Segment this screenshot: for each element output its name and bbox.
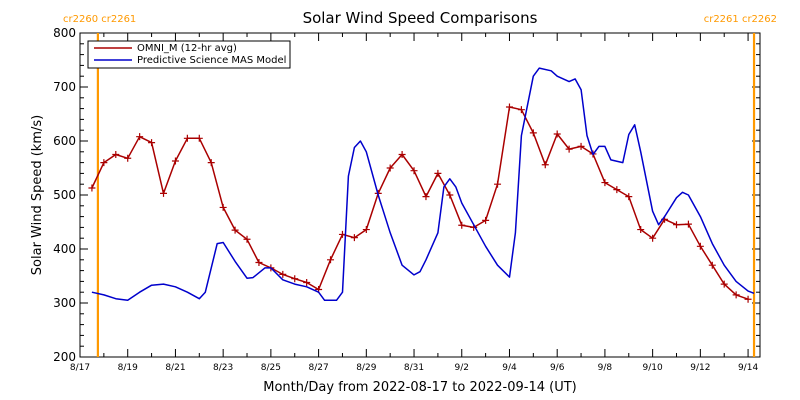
- data-point-marker: [100, 159, 108, 167]
- data-point-marker: [362, 226, 370, 234]
- data-point-marker: [744, 295, 752, 303]
- x-tick-label: 8/25: [261, 363, 281, 373]
- y-tick-label: 500: [53, 188, 76, 202]
- data-point-marker: [195, 134, 203, 142]
- data-point-marker: [529, 129, 537, 137]
- x-tick-label: 8/23: [213, 363, 233, 373]
- data-point-marker: [720, 280, 728, 288]
- series-line: [91, 106, 749, 300]
- chart-title: Solar Wind Speed Comparisons: [303, 9, 538, 27]
- data-point-marker: [291, 275, 299, 283]
- data-point-marker: [243, 235, 251, 243]
- data-point-marker: [124, 154, 132, 162]
- data-point-marker: [637, 226, 645, 234]
- data-point-marker: [422, 193, 430, 201]
- y-tick-label: 200: [53, 350, 76, 364]
- series-line: [91, 67, 755, 302]
- y-tick-label: 800: [53, 26, 76, 40]
- y-axis-label: Solar Wind Speed (km/s): [30, 115, 45, 275]
- x-tick-label: 9/10: [643, 363, 663, 373]
- data-point-marker: [625, 193, 633, 201]
- data-point-marker: [350, 234, 358, 242]
- data-point-marker: [327, 256, 335, 264]
- x-tick-label: 9/8: [598, 363, 613, 373]
- data-point-marker: [112, 151, 120, 158]
- data-point-marker: [136, 133, 144, 141]
- legend-label-omni: OMNI_M (12-hr avg): [137, 43, 237, 54]
- data-point-marker: [672, 221, 680, 229]
- series-omni: [88, 103, 752, 303]
- data-point-marker: [386, 164, 394, 172]
- data-point-marker: [708, 261, 716, 269]
- data-point-marker: [88, 184, 96, 192]
- data-point-marker: [160, 189, 168, 197]
- data-point-marker: [398, 151, 406, 158]
- data-point-marker: [613, 186, 621, 194]
- x-tick-label: 9/12: [690, 363, 710, 373]
- data-point-marker: [279, 270, 287, 278]
- data-point-marker: [553, 130, 561, 138]
- series-mas: [91, 67, 755, 302]
- data-point-marker: [148, 139, 156, 147]
- cr-boundary-label: cr2261 cr2262: [704, 14, 777, 25]
- legend-label-mas: Predictive Science MAS Model: [137, 55, 286, 66]
- data-point-marker: [577, 142, 585, 150]
- data-point-marker: [183, 134, 191, 142]
- legend-box: [87, 40, 291, 69]
- data-point-marker: [231, 226, 239, 234]
- cr-boundary-label: cr2260 cr2261: [63, 14, 136, 25]
- y-tick-label: 700: [53, 80, 76, 94]
- data-point-marker: [410, 167, 418, 175]
- plot-frame: [79, 32, 761, 358]
- x-tick-label: 8/31: [404, 363, 424, 373]
- data-point-marker: [494, 180, 502, 188]
- x-tick-label: 9/14: [738, 363, 758, 373]
- x-axis-label: Month/Day from 2022-08-17 to 2022-09-14 …: [263, 380, 576, 395]
- x-tick-label: 9/4: [502, 363, 517, 373]
- x-tick-label: 8/19: [118, 363, 138, 373]
- data-point-marker: [649, 234, 657, 242]
- data-point-marker: [458, 221, 466, 229]
- data-point-marker: [601, 179, 609, 187]
- plot-area: 200 300 400 500 600 700 800 8/17 8/19 8/21 8/23 8/2…: [53, 14, 777, 373]
- x-tick-label: 8/29: [356, 363, 376, 373]
- data-point-marker: [171, 157, 179, 165]
- y-tick-label: 400: [53, 242, 76, 256]
- data-point-marker: [696, 242, 704, 250]
- data-point-marker: [732, 291, 740, 299]
- legend: OMNI_M (12-hr avg) Predictive Science MA…: [87, 40, 291, 69]
- data-point-marker: [684, 220, 692, 228]
- data-point-marker: [255, 259, 263, 266]
- data-point-marker: [303, 278, 311, 286]
- x-tick-label: 8/17: [70, 363, 90, 373]
- data-point-marker: [565, 145, 573, 153]
- x-tick-label: 8/21: [165, 363, 185, 373]
- data-point-marker: [446, 191, 454, 199]
- y-tick-label: 600: [53, 134, 76, 148]
- x-tick-label: 9/6: [550, 363, 565, 373]
- x-tick-label: 8/27: [308, 363, 328, 373]
- data-point-marker: [541, 161, 549, 169]
- data-point-marker: [434, 169, 442, 177]
- data-point-marker: [505, 103, 513, 111]
- y-tick-label: 300: [53, 296, 76, 310]
- data-point-marker: [482, 216, 490, 224]
- x-tick-label: 9/2: [455, 363, 469, 373]
- data-point-marker: [517, 106, 525, 114]
- data-point-marker: [219, 203, 227, 211]
- data-point-marker: [207, 159, 215, 167]
